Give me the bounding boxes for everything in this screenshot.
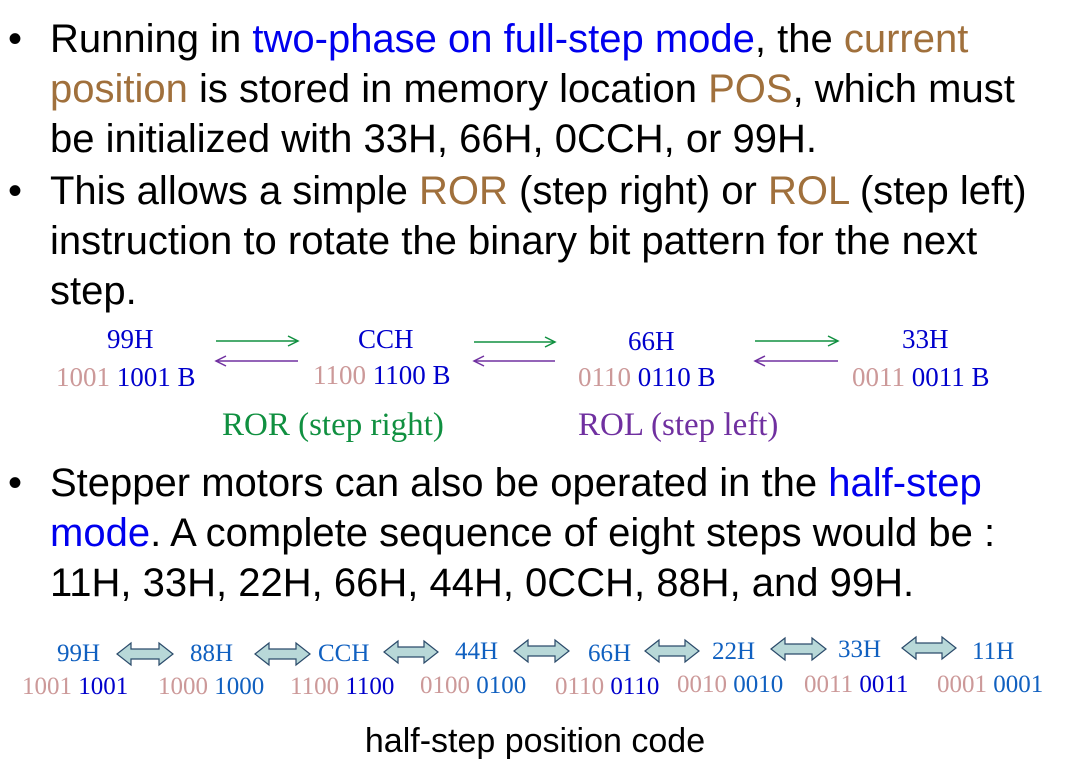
fullstep-hex-4: 33H xyxy=(902,324,949,354)
p1-text-7: , which must be initialized with 33H, 66… xyxy=(50,67,1015,161)
bin-high-nibble: 0110 xyxy=(578,362,631,392)
bin-low-nibble: 1100 B xyxy=(372,360,451,390)
fullstep-bin-4: 0011 0011 B xyxy=(852,362,990,393)
arrow-left-1 xyxy=(214,355,298,367)
arrow-right-2 xyxy=(474,336,557,348)
bin-low-nibble: 0110 xyxy=(610,673,660,700)
bullet-2-marker: • xyxy=(8,169,23,213)
halfstep-bin-3: 1100 1100 xyxy=(290,673,394,701)
halfstep-bin-5: 0110 0110 xyxy=(555,673,659,701)
bin-high-nibble: 1000 xyxy=(158,673,208,700)
arrow-right-1 xyxy=(216,335,300,347)
p3-text-3: . A complete sequence of eight steps wou… xyxy=(50,511,996,605)
bin-high-nibble: 0010 xyxy=(677,671,727,698)
p1-pos: POS xyxy=(708,67,793,111)
fullstep-bin-2: 1100 1100 B xyxy=(313,360,451,391)
halfstep-bin-8: 0001 0001 xyxy=(937,671,1043,699)
bin-high-nibble: 1001 xyxy=(56,362,110,392)
p1-text-3: , the xyxy=(754,17,844,61)
halfstep-bin-1: 1001 1001 xyxy=(22,673,128,701)
bullet-3-marker: • xyxy=(8,461,23,505)
halfstep-hex-5: 66H xyxy=(588,640,632,667)
ror-label: ROR (step right) xyxy=(222,407,444,443)
bin-low-nibble: 0001 xyxy=(993,671,1044,698)
double-arrow-icon xyxy=(254,641,311,667)
arrow-left-3 xyxy=(753,355,838,367)
bin-low-nibble: 1000 xyxy=(214,673,265,700)
bin-high-nibble: 1100 xyxy=(313,360,366,390)
halfstep-bin-6: 0010 0010 xyxy=(677,671,783,699)
double-arrow-icon xyxy=(644,638,700,664)
bin-high-nibble: 0110 xyxy=(555,673,605,700)
p1-current-position: current position xyxy=(50,17,969,111)
bin-high-nibble: 0001 xyxy=(937,671,987,698)
bin-low-nibble: 0110 B xyxy=(637,362,716,392)
fullstep-hex-3: 66H xyxy=(628,326,675,356)
fullstep-bin-3: 0110 0110 B xyxy=(578,362,716,393)
p1-two-phase-mode: two-phase on full-step mode xyxy=(252,17,755,61)
double-arrow-icon xyxy=(770,636,827,662)
halfstep-hex-3: CCH xyxy=(318,640,370,667)
bullet-1-marker: • xyxy=(8,17,23,61)
halfstep-bin-4: 0100 0100 xyxy=(420,672,526,700)
arrow-left-2 xyxy=(472,355,555,367)
halfstep-hex-4: 44H xyxy=(455,638,499,665)
bin-low-nibble: 0100 xyxy=(476,672,527,699)
p3-half-step-mode: half-step mode xyxy=(50,461,982,555)
double-arrow-icon xyxy=(383,639,439,665)
halfstep-hex-8: 11H xyxy=(972,638,1015,665)
paragraph-2: This allows a simple ROR (step right) or… xyxy=(50,166,1065,316)
bin-low-nibble: 1001 xyxy=(78,673,129,700)
paragraph-3: Stepper motors can also be operated in t… xyxy=(50,458,1065,608)
p2-rol: ROL xyxy=(767,169,849,213)
p1-text-1: Running in xyxy=(50,17,253,61)
halfstep-hex-1: 99H xyxy=(57,640,101,667)
p3-text-1: Stepper motors can also be operated in t… xyxy=(50,461,829,505)
arrow-right-3 xyxy=(755,335,840,347)
halfstep-hex-2: 88H xyxy=(190,640,234,667)
p2-text-1: This allows a simple xyxy=(50,169,420,213)
bin-low-nibble: 1100 xyxy=(345,673,395,700)
halfstep-hex-6: 22H xyxy=(712,638,756,665)
p2-ror: ROR xyxy=(419,169,508,213)
fullstep-bin-1: 1001 1001 B xyxy=(56,362,196,393)
bin-low-nibble: 0011 B xyxy=(911,362,990,392)
caption: half-step position code xyxy=(364,722,706,760)
p2-text-3: (step right) or xyxy=(507,169,768,213)
bin-high-nibble: 0100 xyxy=(420,672,470,699)
double-arrow-icon xyxy=(901,635,957,661)
halfstep-hex-7: 33H xyxy=(838,636,882,663)
p2-text-5: (step left) instruction to rotate the bi… xyxy=(50,169,1027,313)
bin-high-nibble: 0011 xyxy=(804,671,854,698)
halfstep-bin-2: 1000 1000 xyxy=(158,673,264,701)
bin-high-nibble: 1001 xyxy=(22,673,72,700)
halfstep-bin-7: 0011 0011 xyxy=(804,671,908,699)
rol-label: ROL (step left) xyxy=(578,407,779,443)
bin-low-nibble: 0011 xyxy=(859,671,909,698)
fullstep-hex-1: 99H xyxy=(107,324,154,354)
bin-low-nibble: 1001 B xyxy=(116,362,196,392)
bin-high-nibble: 0011 xyxy=(852,362,905,392)
double-arrow-icon xyxy=(116,641,174,667)
p1-text-5: is stored in memory location xyxy=(187,67,709,111)
paragraph-1: Running in two-phase on full-step mode, … xyxy=(50,14,1065,164)
bin-low-nibble: 0010 xyxy=(733,671,784,698)
bin-high-nibble: 1100 xyxy=(290,673,340,700)
fullstep-hex-2: CCH xyxy=(358,324,414,354)
double-arrow-icon xyxy=(513,638,570,664)
